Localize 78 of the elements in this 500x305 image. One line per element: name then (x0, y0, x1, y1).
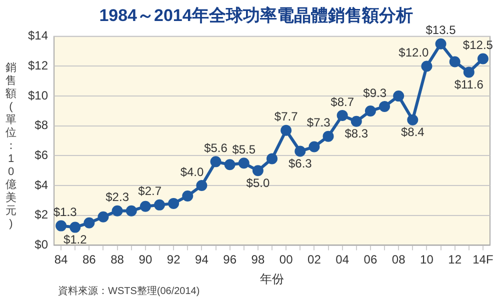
x-tick-label: 08 (392, 252, 406, 267)
point (84, 217, 95, 228)
data-label: $1.3 (53, 205, 78, 220)
point (364, 105, 376, 116)
point (252, 165, 264, 176)
point (449, 56, 460, 68)
point (336, 110, 348, 121)
x-tick-label: 14F (472, 252, 494, 267)
data-label: $5.0 (246, 176, 270, 190)
point (280, 124, 292, 136)
data-label: $8.3 (344, 126, 368, 141)
data-label: $9.3 (363, 86, 387, 100)
point (154, 199, 165, 210)
y-tick-label: $12 (28, 58, 48, 73)
point (168, 198, 180, 209)
x-tick-label: 98 (251, 252, 265, 267)
data-label: $6.3 (288, 156, 312, 171)
point (98, 211, 109, 222)
data-label: $4.0 (180, 164, 204, 179)
data-label: $12.0 (398, 46, 430, 60)
point (421, 60, 432, 72)
data-label: $7.3 (306, 116, 331, 130)
y-tick-label: $14 (28, 28, 48, 43)
data-label: $12.5 (462, 38, 494, 52)
data-label: $5.5 (232, 142, 256, 156)
point (210, 156, 222, 168)
data-label: $1.2 (63, 232, 88, 247)
data-label: $5.6 (204, 140, 228, 155)
point (407, 114, 418, 126)
point (308, 141, 320, 152)
point (140, 200, 151, 212)
data-label: $2.3 (106, 190, 130, 204)
data-label: $13.5 (426, 23, 456, 38)
point (322, 130, 334, 142)
point (294, 146, 306, 157)
point (56, 220, 67, 232)
x-tick-label: 88 (110, 252, 124, 267)
x-tick-label: 90 (138, 252, 152, 267)
data-label: $8.4 (400, 125, 425, 140)
point (463, 66, 474, 78)
y-tick-label: $8 (34, 118, 48, 132)
y-tick-label: $6 (34, 148, 48, 162)
point (70, 222, 81, 233)
data-label: $2.7 (138, 184, 162, 198)
point (393, 90, 404, 102)
point (196, 180, 208, 192)
x-tick-label: 10 (420, 252, 434, 267)
x-axis-title: 年份 (260, 272, 284, 286)
x-tick-label: 12 (448, 252, 462, 267)
y-tick-label: $0 (34, 238, 48, 252)
data-label: $11.6 (454, 78, 484, 92)
source-note: 資料來源：WSTS整理(06/2014) (58, 284, 200, 298)
point (112, 205, 123, 216)
point (435, 38, 446, 50)
x-tick-label: 96 (223, 252, 237, 267)
x-tick-label: 02 (308, 252, 322, 267)
point (266, 153, 278, 164)
chart-title: 1984～2014年全球功率電晶體銷售額分析 (99, 6, 413, 25)
x-tick-label: 04 (336, 252, 350, 267)
point (379, 100, 390, 112)
point (238, 158, 250, 169)
data-label: $8.7 (330, 94, 354, 109)
y-tick-label: $4 (34, 178, 48, 192)
point (477, 53, 488, 64)
y-tick-label: $2 (34, 208, 48, 222)
y-tick-label: $10 (28, 88, 48, 102)
point (182, 190, 194, 202)
point (126, 205, 137, 216)
data-label: $7.7 (274, 110, 298, 124)
point (350, 116, 362, 127)
x-tick-label: 84 (54, 252, 68, 267)
x-tick-label: 00 (279, 252, 294, 267)
x-tick-label: 06 (364, 252, 378, 267)
x-tick-label: 92 (166, 252, 181, 267)
text: 銷售額(單位：10億美元) (6, 62, 16, 230)
x-tick-label: 86 (82, 252, 96, 267)
x-tick-label: 94 (195, 252, 209, 267)
point (224, 159, 236, 170)
